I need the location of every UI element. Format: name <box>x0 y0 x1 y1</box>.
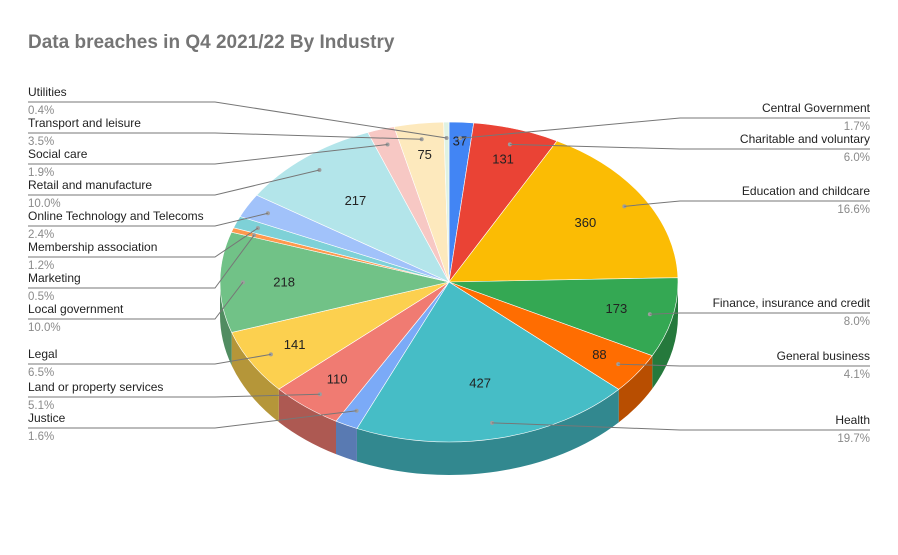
slice-value-charitable-and-voluntary: 131 <box>492 152 514 167</box>
slice-percent-central-government: 1.7% <box>844 121 870 133</box>
slice-label-membership-association: Membership association <box>28 240 157 254</box>
slice-label-social-care: Social care <box>28 147 88 161</box>
leader-line-social-care <box>28 144 388 165</box>
slice-labels: Central Government 1.7%Charitable and vol… <box>28 85 871 445</box>
slice-local-government <box>219 231 450 333</box>
slice-side-local-government <box>220 282 232 366</box>
leader-line-legal <box>28 353 271 365</box>
leader-line-utilities <box>28 101 447 139</box>
slice-percent-retail-and-manufacture: 10.0% <box>28 198 61 210</box>
leader-line-local-government <box>28 282 244 320</box>
slice-finance-insurance-and-credit <box>448 277 679 357</box>
chart-title: Data breaches in Q4 2021/22 By Industry <box>28 32 395 53</box>
slice-percent-marketing: 0.5% <box>28 291 54 303</box>
slice-label-justice: Justice <box>28 411 66 425</box>
slice-label-general-business: General business <box>777 349 870 363</box>
slice-utilities <box>443 121 450 283</box>
slice-side-land-or-property-services <box>278 389 337 455</box>
slice-side-justice <box>336 421 357 462</box>
slice-value-central-government: 37 <box>453 133 467 148</box>
leader-line-land-or-property-services <box>28 393 320 398</box>
slice-label-charitable-and-voluntary: Charitable and voluntary <box>740 132 870 146</box>
slice-value-finance-insurance-and-credit: 173 <box>606 301 628 316</box>
pie-slices <box>219 121 679 443</box>
slice-percent-online-technology-and-telecoms: 2.4% <box>28 229 54 241</box>
leader-line-general-business <box>618 363 870 367</box>
slice-percent-utilities: 0.4% <box>28 105 54 117</box>
slice-label-finance-insurance-and-credit: Finance, insurance and credit <box>713 296 871 310</box>
slice-percent-membership-association: 1.2% <box>28 260 54 272</box>
leader-line-charitable-and-voluntary <box>509 143 870 150</box>
slice-label-utilities: Utilities <box>28 85 67 99</box>
leader-line-online-technology-and-telecoms <box>28 212 269 227</box>
slice-percent-finance-insurance-and-credit: 8.0% <box>844 316 870 328</box>
leader-line-retail-and-manufacture <box>28 169 320 196</box>
slice-percent-local-government: 10.0% <box>28 322 61 334</box>
slice-percent-charitable-and-voluntary: 6.0% <box>844 152 870 164</box>
slice-label-education-and-childcare: Education and childcare <box>742 184 870 198</box>
leader-line-marketing <box>28 234 255 289</box>
slice-label-central-government: Central Government <box>762 101 871 115</box>
slice-label-local-government: Local government <box>28 302 124 316</box>
slice-percent-social-care: 1.9% <box>28 167 54 179</box>
leader-line-transport-and-leisure <box>28 132 422 140</box>
slice-retail-and-manufacture <box>256 132 450 283</box>
slice-label-online-technology-and-telecoms: Online Technology and Telecoms <box>28 209 204 223</box>
slice-value-education-and-childcare: 360 <box>575 215 597 230</box>
slice-percent-legal: 6.5% <box>28 367 54 379</box>
slice-label-retail-and-manufacture: Retail and manufacture <box>28 178 152 192</box>
slice-side-health <box>356 389 619 475</box>
slice-percent-general-business: 4.1% <box>844 369 870 381</box>
leader-line-finance-insurance-and-credit <box>649 312 870 315</box>
slice-value-general-business: 88 <box>592 347 606 362</box>
leader-line-central-government <box>460 117 870 139</box>
leader-line-justice <box>28 410 357 429</box>
slice-value-transport-and-leisure: 75 <box>417 147 431 162</box>
slice-value-labels: 37 131 360 173 88 427 110 141 218 217 75 <box>273 133 627 390</box>
slice-label-marketing: Marketing <box>28 271 81 285</box>
slice-label-transport-and-leisure: Transport and leisure <box>28 116 141 130</box>
slice-value-local-government: 218 <box>273 274 295 289</box>
slice-percent-education-and-childcare: 16.6% <box>837 204 870 216</box>
slice-value-legal: 141 <box>284 337 306 352</box>
slice-value-land-or-property-services: 110 <box>327 371 348 386</box>
leader-line-health <box>492 422 870 431</box>
slice-label-legal: Legal <box>28 347 57 361</box>
slice-percent-justice: 1.6% <box>28 431 54 443</box>
slice-side-legal <box>231 332 279 423</box>
leader-lines <box>28 101 870 431</box>
leader-line-education-and-childcare <box>624 200 870 207</box>
slice-percent-transport-and-leisure: 3.5% <box>28 136 54 148</box>
slice-percent-health: 19.7% <box>837 433 870 445</box>
slice-percent-land-or-property-services: 5.1% <box>28 400 54 412</box>
slice-side-general-business <box>618 355 653 423</box>
slice-value-health: 427 <box>469 376 491 391</box>
slice-health <box>356 281 620 443</box>
slice-value-retail-and-manufacture: 217 <box>345 193 367 208</box>
slice-education-and-childcare <box>448 140 679 283</box>
leader-line-membership-association <box>28 227 259 258</box>
slice-label-land-or-property-services: Land or property services <box>28 380 163 394</box>
pie-depth <box>220 282 678 475</box>
slice-label-health: Health <box>835 413 870 427</box>
